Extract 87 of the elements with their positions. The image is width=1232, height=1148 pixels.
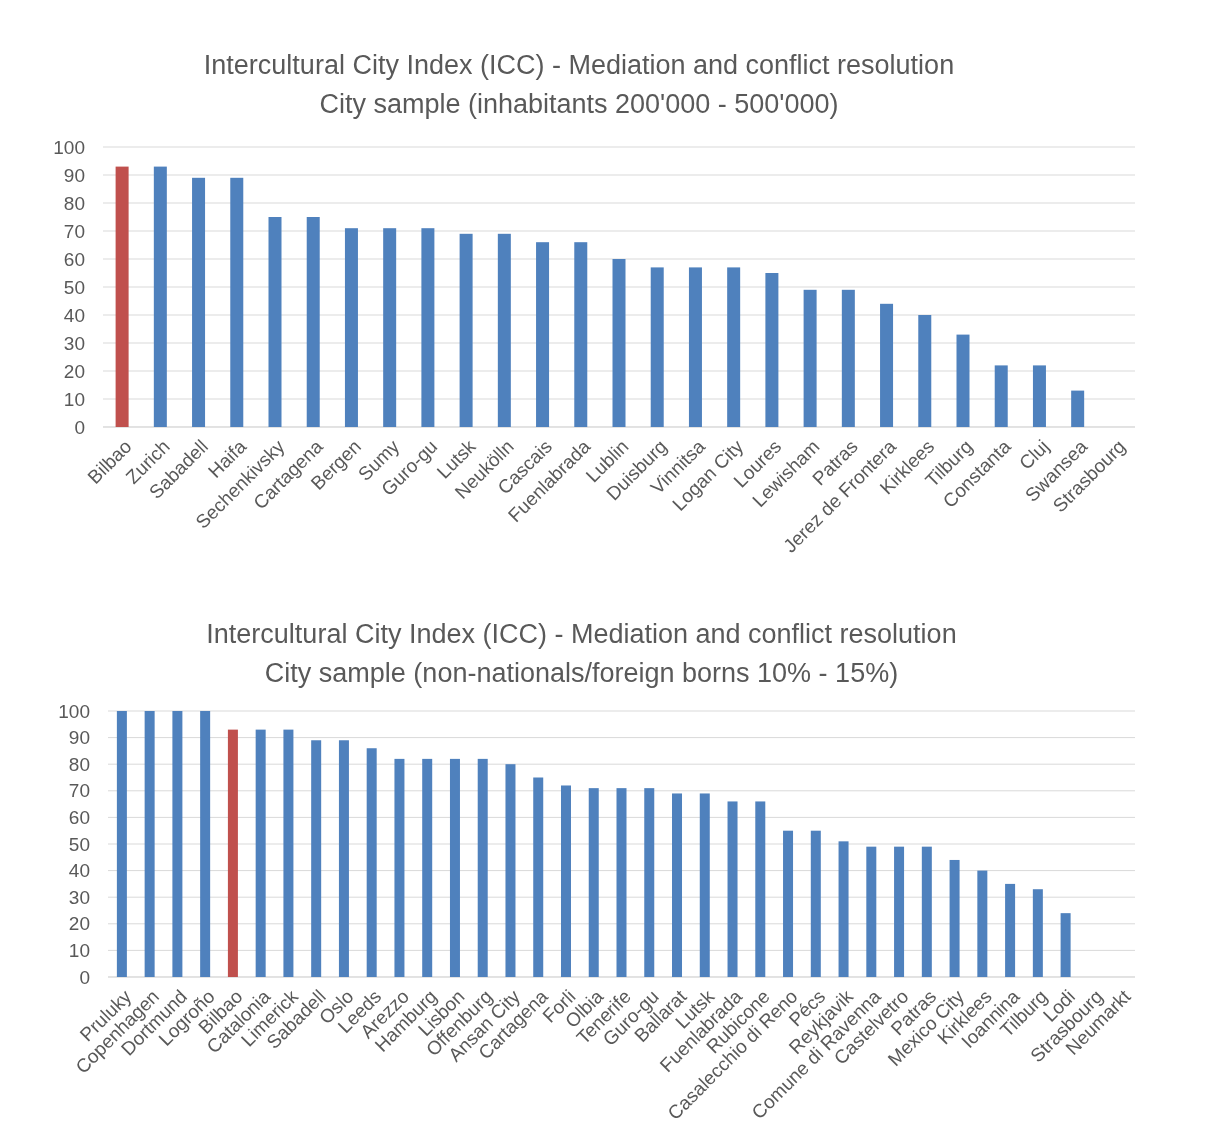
bar [866,846,877,977]
bar [255,729,266,977]
bar [533,777,544,977]
bar [1032,889,1043,977]
y-tick-label: 90 [63,164,85,186]
y-tick-label: 80 [68,753,90,775]
bar [755,801,766,977]
bar [921,846,932,977]
bar [153,166,167,427]
bar [1060,913,1071,977]
bar [477,758,488,977]
bar [394,758,405,977]
bar [838,841,849,977]
bar [616,788,627,977]
y-tick-label: 60 [63,248,85,270]
y-tick-label: 60 [68,807,90,829]
chart-title: Intercultural City Index (ICC) - Mediation and conflict resolution [203,50,955,80]
bar [1005,883,1016,977]
y-tick-label: 20 [63,360,85,382]
chart-subtitle: City sample (non-nationals/foreign borns 10% - 15%) [264,658,899,688]
chart-subtitle: City sample (inhabitants 200'000 - 500'000) [319,89,839,119]
y-tick-label: 0 [74,416,85,438]
bar [227,729,238,977]
y-tick-label: 30 [63,332,85,354]
bar [841,289,855,427]
bar [497,233,511,427]
bar [588,788,599,977]
bar [283,729,294,977]
bar [783,830,794,977]
y-tick-label: 40 [68,860,90,882]
bar [144,711,155,977]
bar [115,166,129,427]
bar [459,233,473,427]
y-tick-label: 20 [68,913,90,935]
bar [421,228,435,427]
bar [230,177,244,427]
bar [612,259,626,427]
bar [650,267,664,427]
bar [422,758,433,977]
bar [918,315,932,427]
bar [880,303,894,427]
y-tick-label: 50 [68,833,90,855]
bar [765,273,779,427]
bar [672,793,683,977]
y-tick-label: 80 [63,192,85,214]
bar [116,711,127,977]
bar [505,764,516,977]
bar [699,793,710,977]
y-tick-label: 70 [68,780,90,802]
bar [949,859,960,977]
bar [727,267,741,427]
bar [268,217,282,427]
y-tick-label: 0 [79,966,90,988]
bar [810,830,821,977]
bar [727,801,738,977]
bar [977,870,988,977]
y-tick-label: 40 [63,304,85,326]
bar [1071,390,1085,427]
bar [688,267,702,427]
bar [894,846,905,977]
y-tick-label: 30 [68,886,90,908]
bar [449,758,460,977]
y-tick-label: 70 [63,220,85,242]
y-tick-label: 10 [63,388,85,410]
bar [803,289,817,427]
bar [1032,365,1046,427]
bar [338,740,349,977]
bar [200,711,211,977]
bar [560,785,571,977]
bar [383,228,397,427]
bar [311,740,322,977]
bar [306,217,320,427]
bar [536,242,550,427]
y-tick-label: 100 [53,136,85,158]
y-tick-label: 10 [68,940,90,962]
bar [366,748,377,977]
bar [192,177,206,427]
bar [574,242,588,427]
bar [344,228,358,427]
y-tick-label: 90 [68,727,90,749]
chart-title: Intercultural City Index (ICC) - Mediation and conflict resolution [206,619,957,649]
bar [956,334,970,427]
y-tick-label: 100 [58,700,90,722]
bar [172,711,183,977]
y-tick-label: 50 [63,276,85,298]
bar [994,365,1008,427]
bar [644,788,655,977]
